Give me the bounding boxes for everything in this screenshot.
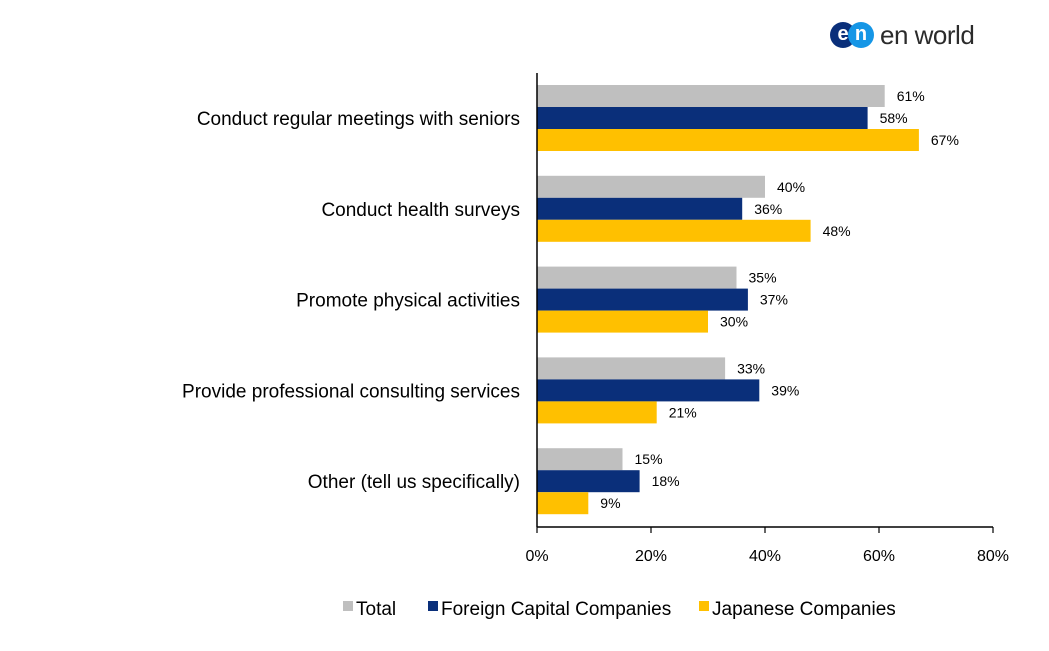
data-label: 58% bbox=[880, 110, 908, 126]
data-label: 37% bbox=[760, 292, 788, 308]
legend-swatch-1 bbox=[343, 601, 353, 611]
legend-swatch-3 bbox=[699, 601, 709, 611]
bar-2-series-3 bbox=[537, 219, 811, 242]
category-label: Provide professional consulting services bbox=[182, 381, 520, 402]
x-tick-label: 40% bbox=[749, 548, 781, 565]
data-label: 18% bbox=[652, 473, 680, 489]
legend-label-2: Foreign Capital Companies bbox=[441, 599, 671, 620]
bar-5-series-3 bbox=[537, 492, 589, 515]
bar-1-series-1 bbox=[537, 85, 885, 107]
bar-5-series-2 bbox=[537, 470, 640, 493]
data-label: 67% bbox=[931, 132, 959, 148]
x-tick-label: 20% bbox=[635, 548, 667, 565]
bar-1-series-3 bbox=[537, 129, 919, 151]
data-label: 21% bbox=[669, 404, 697, 420]
logo-mark: e n bbox=[830, 20, 876, 50]
bar-3-series-1 bbox=[537, 266, 737, 289]
legend-label-3: Japanese Companies bbox=[712, 599, 896, 620]
data-label: 15% bbox=[635, 451, 663, 467]
logo-mark-n: n bbox=[848, 22, 874, 48]
data-label: 40% bbox=[777, 179, 805, 195]
category-label: Conduct health surveys bbox=[321, 200, 520, 221]
category-label: Promote physical activities bbox=[296, 291, 520, 312]
legend-swatch-2 bbox=[428, 601, 438, 611]
data-label: 30% bbox=[720, 314, 748, 330]
x-tick-label: 80% bbox=[977, 548, 1009, 565]
data-label: 61% bbox=[897, 88, 925, 104]
logo-text: en world bbox=[880, 19, 975, 50]
data-label: 48% bbox=[823, 223, 851, 239]
bar-4-series-3 bbox=[537, 401, 657, 424]
bar-1-series-2 bbox=[537, 107, 868, 129]
logo: e n en world bbox=[830, 18, 975, 52]
data-label: 9% bbox=[600, 495, 620, 511]
bar-2-series-1 bbox=[537, 175, 765, 198]
bar-4-series-1 bbox=[537, 357, 726, 380]
x-tick-label: 0% bbox=[525, 548, 548, 565]
bar-3-series-3 bbox=[537, 310, 708, 333]
data-label: 39% bbox=[771, 382, 799, 398]
legend-label-1: Total bbox=[356, 599, 396, 620]
x-tick-label: 60% bbox=[863, 548, 895, 565]
bar-3-series-2 bbox=[537, 288, 748, 311]
data-label: 36% bbox=[754, 201, 782, 217]
bar-5-series-1 bbox=[537, 448, 623, 471]
category-label: Other (tell us specifically) bbox=[308, 472, 520, 493]
category-label: Conduct regular meetings with seniors bbox=[197, 109, 520, 130]
bar-2-series-2 bbox=[537, 197, 743, 220]
data-label: 33% bbox=[737, 360, 765, 376]
data-label: 35% bbox=[749, 270, 777, 286]
bar-4-series-2 bbox=[537, 379, 760, 402]
